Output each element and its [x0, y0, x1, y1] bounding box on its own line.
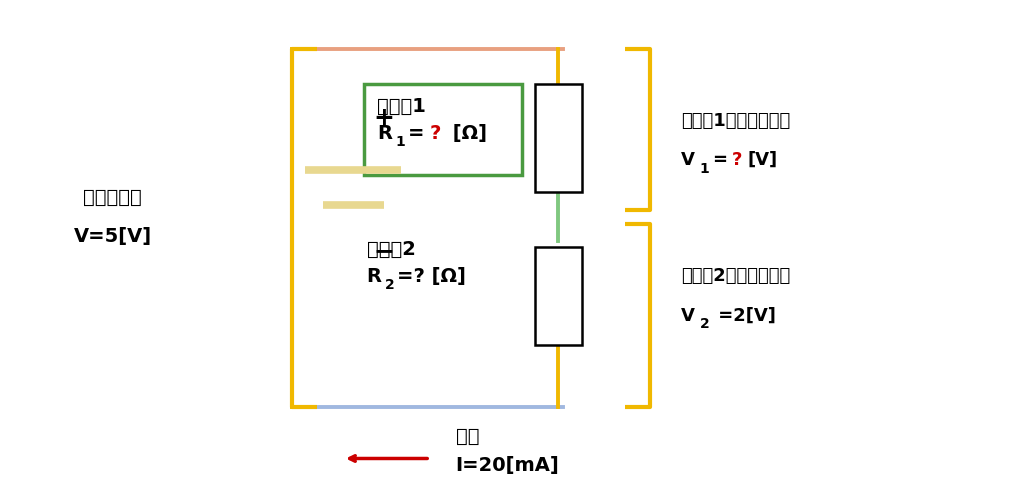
Text: V=5[V]: V=5[V] — [74, 227, 152, 246]
Text: 2: 2 — [699, 317, 710, 331]
Bar — [364, 84, 522, 175]
Text: 1: 1 — [395, 135, 406, 149]
Text: =: = — [712, 151, 727, 169]
Text: 抵抗器1にかかる電圧: 抵抗器1にかかる電圧 — [681, 112, 791, 130]
Text: −: − — [374, 240, 394, 263]
Text: V: V — [681, 151, 695, 169]
Text: 電源の電圧: 電源の電圧 — [83, 188, 142, 207]
Text: 電流: 電流 — [456, 427, 479, 446]
Text: =: = — [408, 124, 424, 142]
Text: 抵抗器2: 抵抗器2 — [367, 240, 416, 258]
Text: ?: ? — [430, 124, 441, 142]
Bar — [535, 84, 582, 192]
Text: ?: ? — [732, 151, 742, 169]
Text: 抵抗器2にかかる電圧: 抵抗器2にかかる電圧 — [681, 267, 791, 285]
Text: 抵抗器1: 抵抗器1 — [377, 97, 426, 115]
Text: R: R — [377, 124, 392, 142]
Text: +: + — [374, 106, 394, 130]
Bar — [535, 246, 582, 345]
Text: I=20[mA]: I=20[mA] — [456, 457, 559, 475]
Text: 2: 2 — [385, 278, 395, 292]
Text: V: V — [681, 307, 695, 324]
Text: =? [Ω]: =? [Ω] — [397, 267, 466, 285]
Text: R: R — [367, 267, 382, 285]
Text: [V]: [V] — [748, 151, 777, 169]
Text: 1: 1 — [699, 162, 710, 176]
Text: =2[V]: =2[V] — [712, 307, 775, 324]
Text: [Ω]: [Ω] — [446, 124, 487, 142]
